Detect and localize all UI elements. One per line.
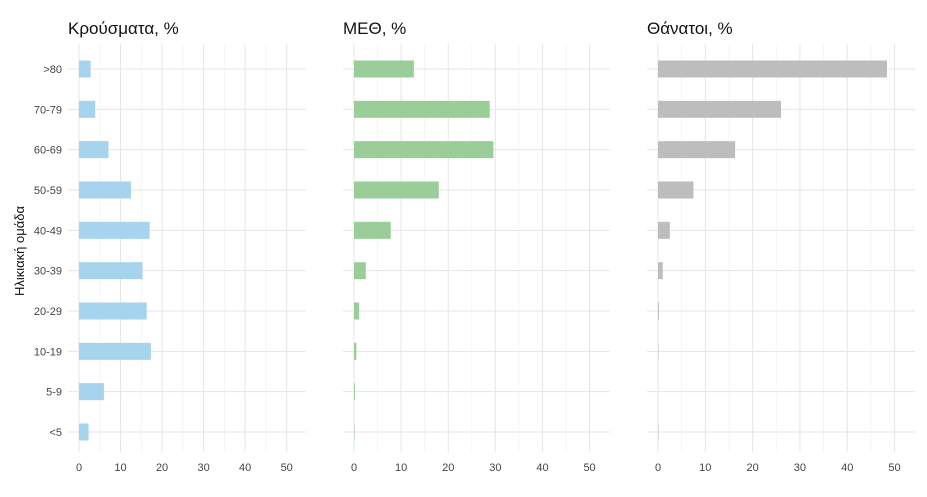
- x-tick-label: 40: [239, 462, 251, 474]
- bar-1-1: [79, 424, 89, 441]
- panel-2: 0 10 20 30 40 50 ΜΕΘ, %: [343, 19, 610, 474]
- y-tick-label: 5-9: [46, 387, 62, 399]
- x-tick-label: 50: [281, 462, 293, 474]
- x-tick-label: 0: [76, 462, 82, 474]
- x-tick-label: 40: [841, 462, 853, 474]
- y-tick-label: 40-49: [34, 225, 62, 237]
- x-tick-label: 30: [489, 462, 501, 474]
- y-tick-label: 10-19: [34, 346, 62, 358]
- y-tick-label: 20-29: [34, 306, 62, 318]
- bar-3-10: [658, 61, 887, 78]
- y-tick-label: 30-39: [34, 266, 62, 278]
- panel-3: 0 10 20 30 40 50 Θάνατοι, %: [647, 19, 915, 474]
- y-tick-label: 60-69: [34, 145, 62, 157]
- y-tick-label: <5: [49, 427, 62, 439]
- bar-2-7: [354, 182, 439, 199]
- bar-1-5: [79, 262, 143, 279]
- bar-2-9: [354, 101, 490, 118]
- bar-2-6: [354, 222, 391, 239]
- x-tick-label: 10: [114, 462, 126, 474]
- x-tick-label: 50: [583, 462, 595, 474]
- x-tick-label: 0: [655, 462, 661, 474]
- panel-title: Κρούσματα, %: [68, 19, 179, 38]
- bar-1-6: [79, 222, 150, 239]
- bar-3-7: [658, 182, 693, 199]
- x-tick-label: 40: [536, 462, 548, 474]
- x-tick-label: 20: [442, 462, 454, 474]
- y-tick-label: 50-59: [34, 185, 62, 197]
- x-tick-label: 20: [746, 462, 758, 474]
- bar-3-5: [658, 262, 663, 279]
- bar-1-7: [79, 182, 131, 199]
- x-tick-label: 10: [395, 462, 407, 474]
- y-axis-title: Ηλικιακή ομάδα: [12, 206, 27, 296]
- x-tick-label: 30: [794, 462, 806, 474]
- panel-title: ΜΕΘ, %: [343, 19, 406, 38]
- panel-1: 0 10 20 30 40 50 Κρούσματα, %: [68, 19, 306, 474]
- bar-1-10: [79, 61, 91, 78]
- bar-1-8: [79, 141, 108, 158]
- panel-title: Θάνατοι, %: [647, 19, 733, 38]
- bar-2-4: [354, 303, 359, 320]
- bar-1-3: [79, 343, 151, 360]
- bar-3-8: [658, 141, 735, 158]
- bar-3-4: [658, 303, 659, 320]
- x-tick-label: 10: [699, 462, 711, 474]
- bar-2-3: [354, 343, 356, 360]
- bar-1-2: [79, 383, 104, 400]
- bar-1-4: [79, 303, 147, 320]
- bar-2-5: [354, 262, 366, 279]
- y-tick-label: >80: [43, 64, 62, 76]
- x-tick-label: 50: [888, 462, 900, 474]
- x-tick-label: 20: [156, 462, 168, 474]
- bar-3-6: [658, 222, 670, 239]
- x-tick-label: 0: [351, 462, 357, 474]
- bar-2-8: [354, 141, 493, 158]
- x-tick-label: 30: [197, 462, 209, 474]
- y-tick-label: 70-79: [34, 104, 62, 116]
- bar-3-9: [658, 101, 781, 118]
- bar-2-2: [354, 383, 355, 400]
- bar-1-9: [79, 101, 95, 118]
- bar-2-10: [354, 61, 414, 78]
